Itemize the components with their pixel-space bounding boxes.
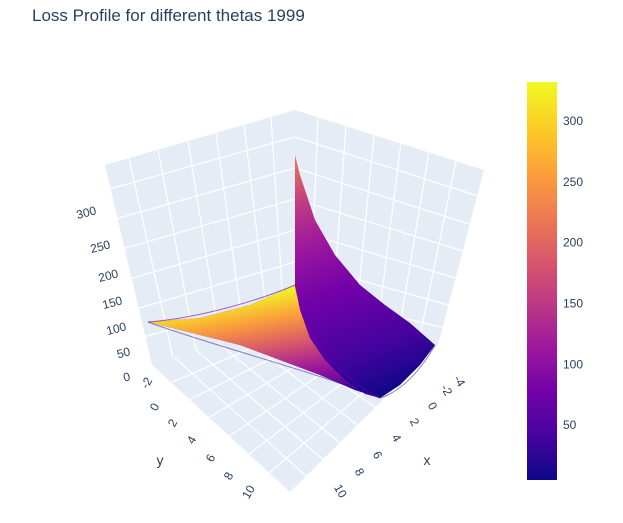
y-axis-label: y	[157, 452, 164, 468]
y-tick: 6	[203, 451, 219, 464]
colorbar-tick-label: 150	[563, 297, 583, 311]
x-tick: 2	[407, 416, 423, 429]
surface-base-curve	[147, 321, 436, 399]
y-tick: 4	[184, 433, 200, 446]
back-wall-left	[105, 110, 295, 365]
z-tick: 250	[89, 237, 112, 256]
z-tick: 0	[122, 369, 132, 384]
y-tick: 0	[147, 400, 163, 413]
y-tick: 2	[165, 416, 181, 429]
colorbar-tick-label: 300	[563, 114, 583, 128]
colorbar-tick-label: 50	[563, 418, 577, 432]
loss-surface	[147, 155, 436, 399]
x-axis-label: x	[424, 452, 431, 468]
y-tick: 10	[239, 482, 258, 501]
x-tick: 4	[389, 432, 405, 445]
y-tick: 8	[221, 469, 237, 482]
y-tick: -2	[138, 375, 156, 392]
colorbar-tick-label: 200	[563, 236, 583, 250]
colorbar-tick-label: 100	[563, 357, 583, 371]
x-tick: 6	[370, 449, 386, 462]
z-tick: 100	[105, 319, 128, 338]
colorbar: 50 100 150 200 250 300	[527, 82, 583, 480]
surface-front-sheet	[148, 285, 380, 398]
colorbar-ticks: 50 100 150 200 250 300	[563, 114, 583, 432]
x-tick: -2	[438, 382, 456, 399]
chart-title: Loss Profile for different thetas 1999	[32, 6, 305, 25]
x-tick: 0	[425, 400, 441, 413]
x-tick: 8	[352, 466, 368, 479]
x-tick: 10	[331, 482, 350, 501]
z-tick: 150	[101, 293, 124, 312]
surface-ridge-line	[147, 284, 381, 399]
z-tick: 200	[97, 266, 120, 285]
z-tick: 50	[115, 344, 132, 361]
z-tick: 300	[75, 203, 98, 222]
z-axis-ticks: 0 50 100 150 200 250 300	[75, 203, 132, 384]
colorbar-gradient	[527, 82, 557, 480]
colorbar-tick-label: 250	[563, 175, 583, 189]
